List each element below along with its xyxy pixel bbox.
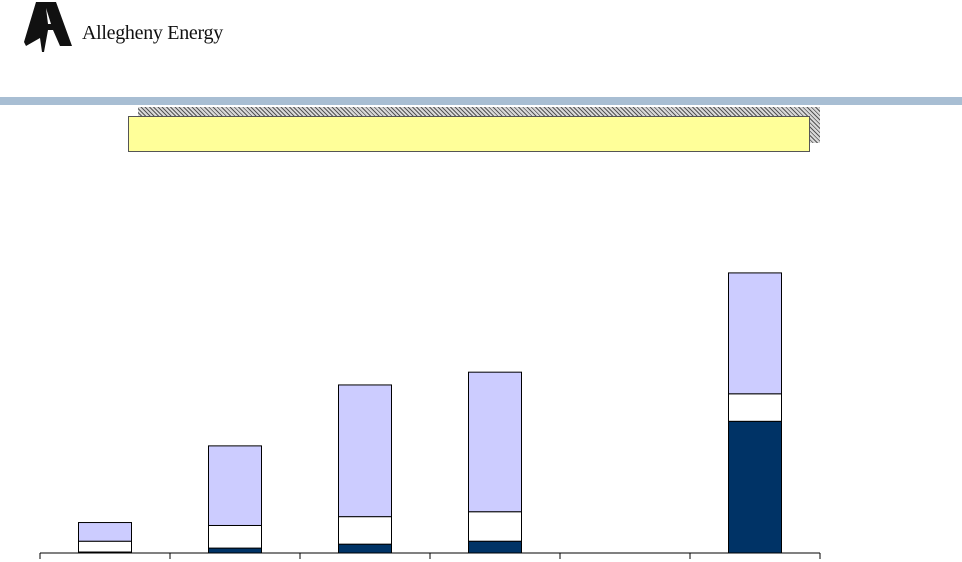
bar-segment-6-series-2	[728, 393, 782, 422]
bar-segment-4-series-2	[468, 511, 522, 542]
bar-segment-6-series-3	[728, 272, 782, 395]
bar-segment-2-series-2	[208, 524, 262, 549]
bar-segment-4-series-3	[468, 371, 522, 513]
bar-segment-1-series-2	[78, 540, 132, 553]
allegheny-a-mark-icon	[24, 2, 72, 52]
company-name: Allegheny Energy	[82, 22, 223, 44]
bar-segment-3-series-2	[338, 516, 392, 545]
bar-segment-2-series-3	[208, 445, 262, 526]
company-logo: Allegheny Energy	[22, 2, 232, 54]
header-rule	[0, 97, 962, 105]
bars-group	[78, 272, 782, 554]
bar-segment-6-series-1	[728, 420, 782, 554]
bar-segment-2-series-1	[208, 547, 262, 554]
bar-segment-3-series-3	[338, 384, 392, 518]
bar-segment-4-series-1	[468, 540, 522, 554]
bar-segment-1-series-3	[78, 522, 132, 542]
bar-segment-3-series-1	[338, 543, 392, 554]
x-axis-ticks	[39, 553, 821, 559]
title-banner	[128, 116, 810, 152]
